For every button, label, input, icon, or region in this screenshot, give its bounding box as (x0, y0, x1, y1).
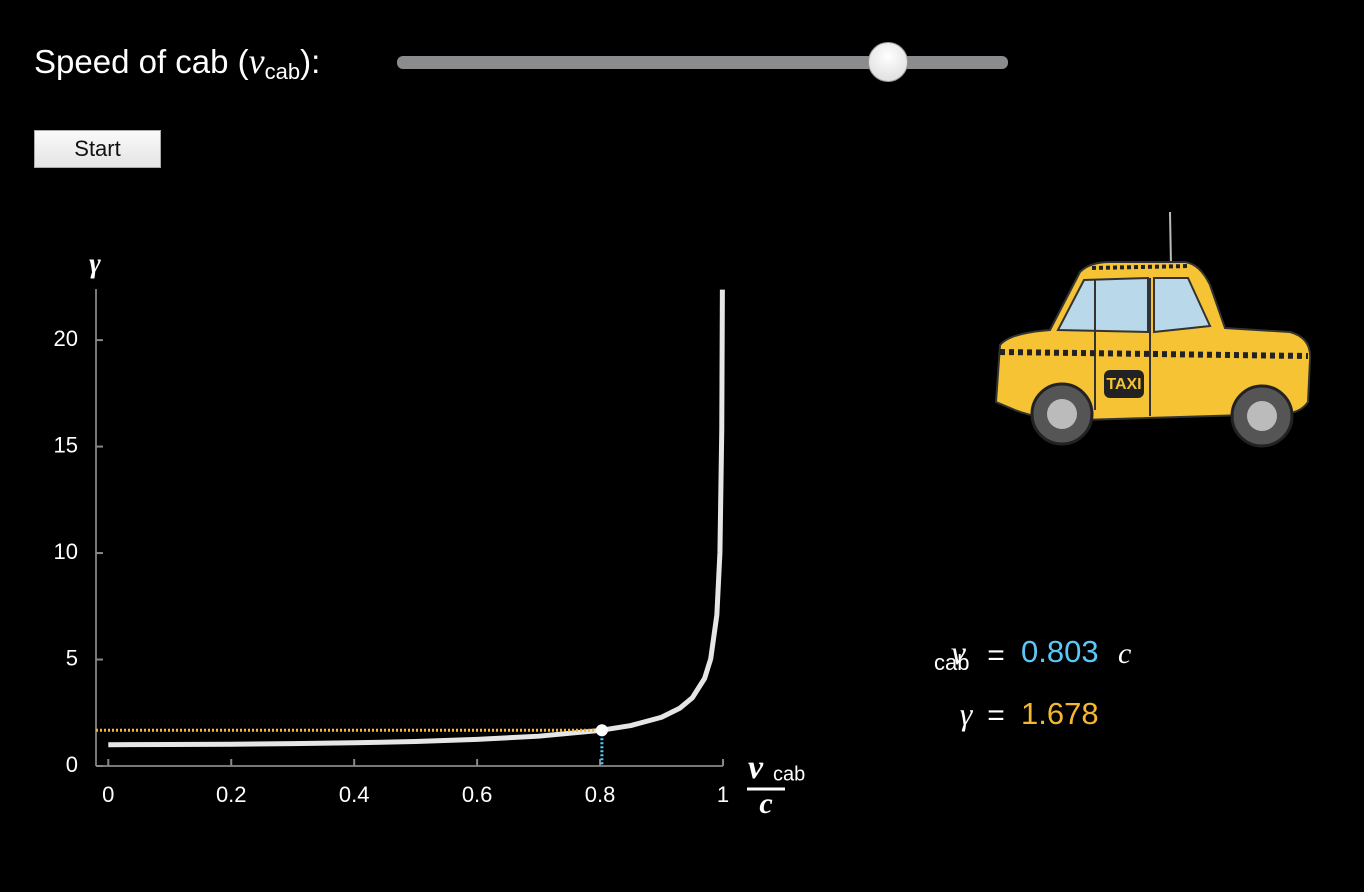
current-point (595, 724, 608, 737)
y-tick-label: 10 (54, 539, 78, 564)
speed-slider-knob[interactable] (867, 42, 908, 82)
x-tick-label: 0.4 (339, 782, 370, 807)
y-tick-label: 15 (54, 432, 78, 457)
svg-text:TAXI: TAXI (1106, 376, 1141, 393)
readout-equals: = (987, 699, 1005, 732)
readout-gamma: γ (960, 695, 974, 731)
label-var: v (248, 41, 265, 81)
label-sub: cab (264, 59, 301, 84)
x-axis-label-var: v (748, 749, 764, 786)
y-axis-label: γ (89, 248, 101, 279)
x-tick-label: 1 (717, 782, 729, 807)
x-tick-label: 0.6 (462, 782, 493, 807)
x-tick-label: 0.2 (216, 782, 247, 807)
readout-unit: c (1118, 637, 1131, 670)
readout-gamma-value: 1.678 (1021, 696, 1099, 731)
speed-slider-track[interactable] (397, 56, 1008, 69)
readout-v-sub: cab (934, 650, 969, 675)
x-axis-label-sub: cab (773, 763, 805, 785)
x-tick-label: 0 (102, 782, 114, 807)
taxi-illustration: TAXI (994, 211, 1312, 448)
label-end: ): (300, 43, 321, 80)
readout-equals: = (987, 639, 1005, 672)
label-text: Speed of cab ( (34, 43, 249, 80)
x-axis-label-denominator: c (759, 787, 772, 820)
x-tick-label: 0.8 (585, 782, 616, 807)
y-tick-label: 5 (66, 645, 78, 670)
start-button[interactable]: Start (34, 130, 161, 168)
readout-v-value: 0.803 (1021, 634, 1099, 669)
gamma-curve (108, 289, 725, 748)
y-tick-label: 20 (54, 326, 78, 351)
slider-label: Speed of cab (vcab): (34, 40, 320, 85)
readout-v-var: v (951, 635, 967, 672)
y-tick-label: 0 (66, 752, 78, 777)
